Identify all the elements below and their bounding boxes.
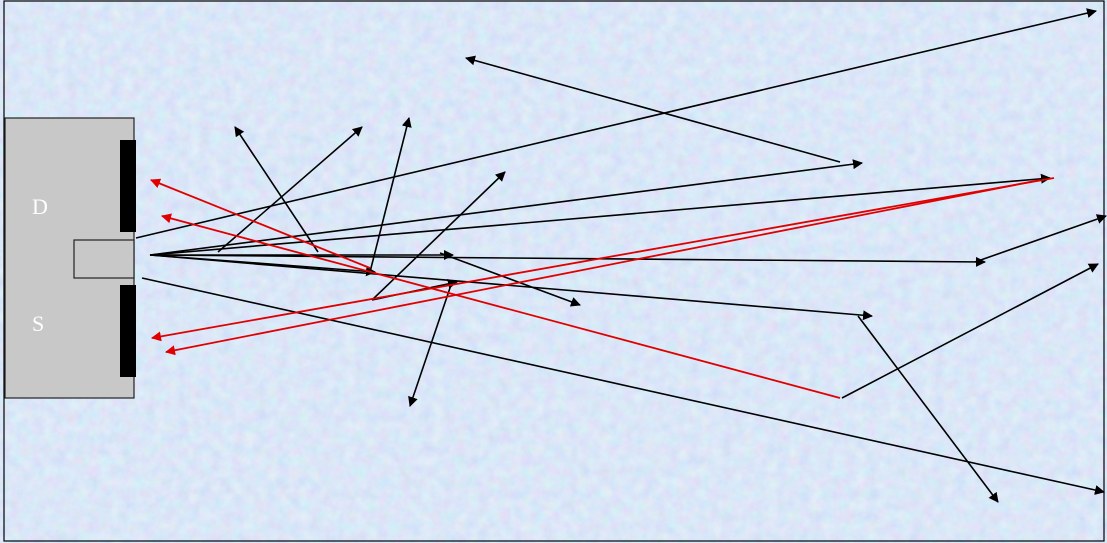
frame-border	[3, 0, 1105, 542]
black-arrow	[135, 8, 1097, 239]
black-arrow	[974, 214, 1107, 263]
black-arrow	[149, 254, 873, 321]
black-arrow	[149, 173, 1051, 256]
red-arrow	[161, 213, 841, 399]
black-arrow	[217, 126, 363, 253]
black-arrow	[439, 252, 581, 307]
black-arrow	[465, 55, 841, 163]
black-arrow	[841, 263, 1099, 399]
red-paths	[150, 177, 1055, 399]
black-arrow	[408, 281, 453, 407]
black-arrow	[369, 117, 412, 273]
black-arrow	[149, 254, 986, 267]
red-arrow	[150, 178, 371, 269]
black-paths	[135, 8, 1107, 503]
black-arrow	[234, 126, 319, 253]
black-arrow	[149, 159, 863, 256]
black-arrow	[857, 315, 999, 503]
label-s: S	[32, 311, 44, 336]
label-d: D	[32, 194, 48, 219]
source-electrode	[120, 285, 136, 377]
black-arrow	[149, 254, 376, 277]
black-arrow	[141, 277, 1105, 495]
device: D S	[4, 117, 136, 399]
tip-emitter	[73, 239, 135, 279]
red-arrow	[151, 177, 1055, 342]
drain-electrode	[120, 140, 136, 232]
red-arrow	[165, 179, 1041, 356]
